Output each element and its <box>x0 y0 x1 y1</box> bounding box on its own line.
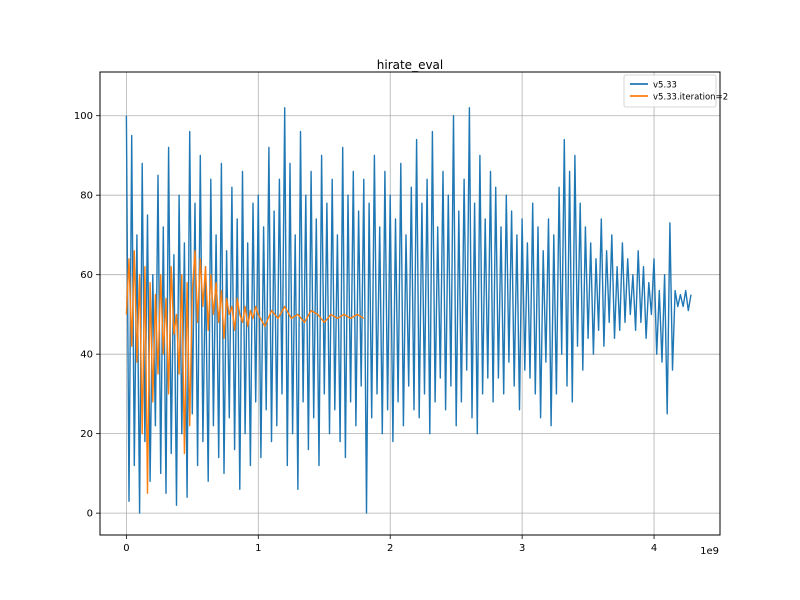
x-tick-label: 2 <box>387 543 393 554</box>
x-offset-label: 1e9 <box>700 546 719 557</box>
series-line-2 <box>125 250 365 494</box>
y-tick-label: 60 <box>80 270 93 281</box>
legend-box <box>623 74 717 108</box>
x-tick-label: 4 <box>651 543 657 554</box>
plot-series <box>125 107 692 514</box>
x-tick-label: 3 <box>519 543 525 554</box>
x-tick-label: 1 <box>255 543 261 554</box>
y-tick-label: 20 <box>80 429 93 440</box>
x-tick-label: 0 <box>123 543 129 554</box>
legend: v5.33 v5.33.iteration=2 <box>623 74 728 108</box>
legend-label-2: v5.33.iteration=2 <box>653 93 728 103</box>
plot-frame <box>99 71 721 536</box>
y-tick-label: 40 <box>80 350 93 361</box>
legend-label-1: v5.33 <box>653 81 677 91</box>
chart-title: hirate_eval <box>377 58 444 72</box>
y-tick-label: 0 <box>87 509 93 520</box>
series-line-1 <box>125 107 692 514</box>
y-tick-label: 100 <box>74 111 93 122</box>
y-tick-label: 80 <box>80 191 93 202</box>
grid-lines <box>100 72 720 535</box>
